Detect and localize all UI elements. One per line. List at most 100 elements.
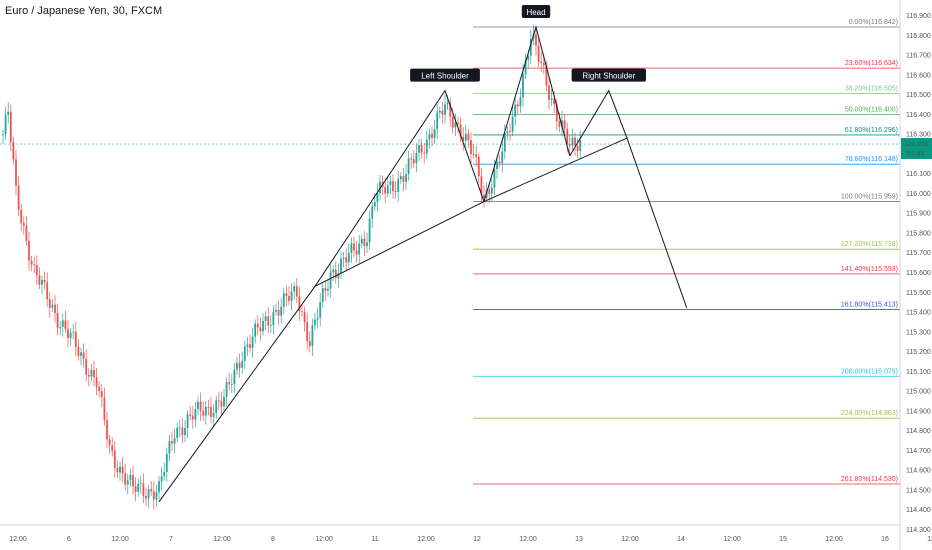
price-tick-label: 116.900 bbox=[906, 13, 931, 20]
candle-body bbox=[95, 377, 98, 387]
price-tick-label: 115.700 bbox=[906, 250, 931, 257]
candle-body bbox=[173, 438, 176, 444]
candle-body bbox=[514, 104, 517, 117]
candle-body bbox=[212, 413, 215, 417]
candle-body bbox=[379, 181, 381, 194]
pattern-line-head bbox=[483, 25, 571, 202]
candle-body bbox=[61, 320, 64, 327]
candle-body bbox=[137, 483, 140, 492]
candle-body bbox=[228, 382, 231, 385]
candle-body bbox=[186, 414, 189, 429]
pattern-line-right-shoulder bbox=[569, 89, 628, 157]
candle-body bbox=[488, 189, 491, 194]
candle-body bbox=[384, 187, 387, 194]
candle-body bbox=[563, 120, 566, 129]
candle-body bbox=[568, 144, 571, 146]
candle-body bbox=[472, 154, 475, 155]
candle-body bbox=[431, 133, 433, 139]
candle-body bbox=[540, 61, 543, 64]
current-price-badge bbox=[901, 138, 932, 160]
chart-title: Euro / Japanese Yen, 30, FXCM bbox=[5, 5, 163, 17]
candle-body bbox=[321, 288, 324, 302]
candle-body bbox=[314, 319, 316, 326]
price-axis[interactable]: 116.900 116.800 116.700 116.600 116.500 116.4… bbox=[906, 13, 931, 534]
candle-body bbox=[277, 309, 280, 316]
candle-body bbox=[264, 316, 267, 321]
candle-body bbox=[470, 140, 472, 155]
candle-body bbox=[295, 286, 298, 297]
price-tick-label: 116.800 bbox=[906, 33, 931, 40]
candle-body bbox=[423, 152, 426, 154]
candle-body bbox=[537, 45, 540, 62]
candle-body bbox=[462, 136, 465, 141]
price-tick-label: 115.000 bbox=[906, 389, 931, 396]
candle-body bbox=[394, 191, 397, 192]
candle-body bbox=[160, 476, 163, 482]
candle-body bbox=[90, 369, 93, 377]
candle-body bbox=[571, 137, 574, 146]
candle-body bbox=[155, 492, 158, 500]
candle-body bbox=[223, 396, 225, 407]
candle-body bbox=[142, 483, 145, 497]
price-tick-label: 115.900 bbox=[906, 211, 931, 218]
candle-body bbox=[358, 243, 361, 255]
candle-body bbox=[527, 55, 530, 60]
time-tick-label: 12:00 bbox=[621, 536, 639, 543]
candle-body bbox=[87, 374, 90, 377]
price-tick-label: 115.100 bbox=[906, 369, 931, 376]
fib-level-label: 141.40%(115.593) bbox=[841, 266, 898, 273]
candle-body bbox=[511, 116, 514, 132]
candle-body bbox=[181, 427, 184, 436]
candle-body bbox=[217, 400, 220, 402]
pattern-callouts: Head Left Shoulder Right Shoulder bbox=[410, 5, 646, 82]
candle-body bbox=[368, 218, 371, 243]
candle-body bbox=[103, 397, 106, 421]
candle-body bbox=[152, 491, 155, 500]
candle-body bbox=[171, 441, 173, 444]
candle-body bbox=[25, 225, 28, 241]
candle-body bbox=[303, 312, 306, 323]
candle-body bbox=[509, 131, 511, 133]
candle-body bbox=[259, 327, 262, 332]
candle-body bbox=[480, 176, 483, 195]
candle-body bbox=[17, 185, 20, 210]
candle-body bbox=[477, 156, 480, 177]
candle-body bbox=[553, 98, 556, 105]
candle-body bbox=[2, 134, 4, 135]
candle-body bbox=[490, 187, 493, 194]
candle-body bbox=[150, 489, 153, 492]
candle-body bbox=[233, 369, 236, 384]
candle-body bbox=[93, 369, 95, 378]
candle-body bbox=[550, 98, 553, 100]
candle-body bbox=[412, 159, 415, 164]
candle-body bbox=[215, 400, 218, 414]
candle-body bbox=[506, 131, 509, 134]
candle-body bbox=[129, 474, 132, 481]
time-tick-label: 12 bbox=[473, 536, 481, 543]
candle-body bbox=[272, 311, 275, 326]
price-tick-label: 114.900 bbox=[906, 408, 931, 415]
fib-level-label: 23.60%(116.634) bbox=[845, 60, 898, 67]
candle-body bbox=[561, 120, 563, 127]
candle-body bbox=[139, 483, 142, 484]
pattern-line-uptrend bbox=[158, 286, 316, 503]
candle-body bbox=[225, 382, 228, 397]
candle-body bbox=[254, 323, 257, 337]
candle-body bbox=[249, 344, 251, 348]
candle-body bbox=[444, 104, 446, 115]
candle-body bbox=[301, 311, 303, 313]
candle-body bbox=[282, 293, 285, 307]
candle-body bbox=[405, 174, 407, 182]
candle-body bbox=[548, 85, 550, 100]
time-axis[interactable]: 12:00 6 12:00 7 12:00 8 12:00 11 12:00 12 12:00 13 1… bbox=[9, 536, 932, 543]
candle-body bbox=[397, 179, 400, 192]
candle-body bbox=[22, 222, 25, 226]
candle-body bbox=[285, 293, 288, 297]
current-price-marker: 116.250 01:41 bbox=[0, 138, 932, 160]
fib-level-label: 224.00%(114.863) bbox=[841, 410, 898, 417]
candle-body bbox=[519, 97, 522, 107]
candle-body bbox=[459, 124, 462, 137]
candle-body bbox=[386, 185, 389, 194]
candle-body bbox=[579, 140, 582, 152]
